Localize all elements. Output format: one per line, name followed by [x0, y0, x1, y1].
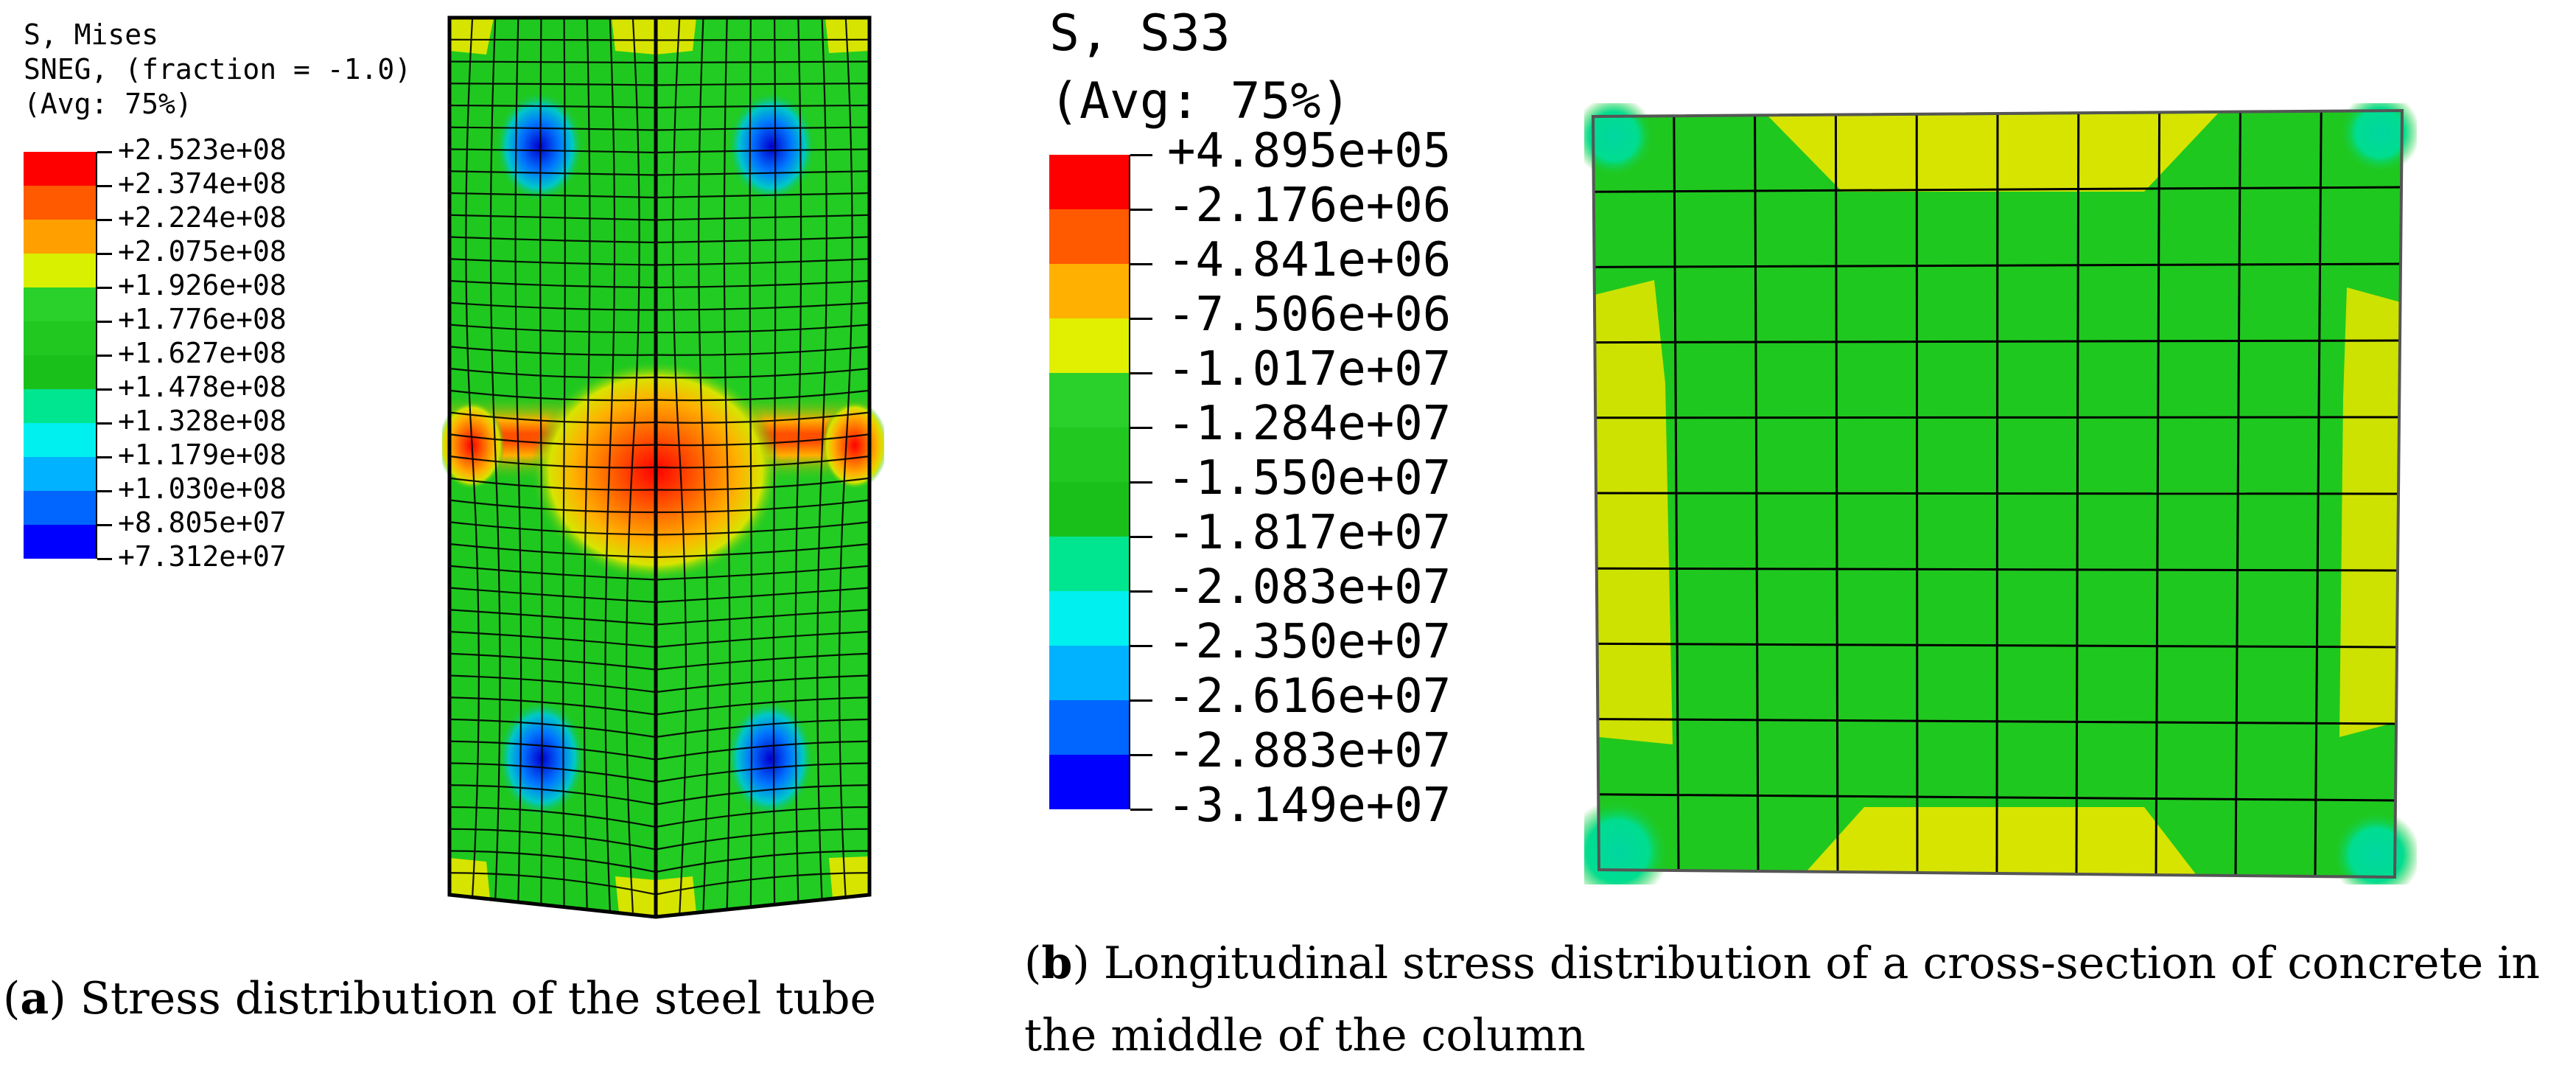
- legend-b-swatch: [1049, 427, 1130, 482]
- legend-a-label: +1.478e+08: [118, 371, 287, 403]
- legend-a-label: +2.374e+08: [118, 167, 287, 200]
- legend-a-tick: [97, 456, 112, 458]
- legend-b-tick: [1130, 318, 1152, 320]
- legend-b-title: S, S33 (Avg: 75%): [1049, 0, 1351, 136]
- legend-a-swatch: [24, 389, 97, 423]
- legend-a-tick: [97, 422, 112, 425]
- legend-a-swatch: [24, 525, 97, 559]
- legend-b-label: -1.017e+07: [1167, 342, 1452, 397]
- legend-b: +4.895e+05 -2.176e+06 -4.841e+06 -7.506e+06…: [1049, 124, 1609, 877]
- legend-a-label: +1.627e+08: [118, 337, 287, 369]
- legend-b-swatch: [1049, 646, 1130, 700]
- legend-a-label: +1.776e+08: [118, 303, 287, 335]
- legend-b-label: -1.284e+07: [1167, 397, 1452, 451]
- caption-a-letter: a: [20, 973, 49, 1025]
- legend-b-tick: [1130, 427, 1152, 429]
- legend-b-label: -3.149e+07: [1167, 778, 1452, 833]
- legend-a-swatch: [24, 355, 97, 389]
- legend-a-label: +2.075e+08: [118, 235, 287, 268]
- legend-a-swatch: [24, 287, 97, 321]
- legend-a-label: +1.926e+08: [118, 269, 287, 301]
- legend-a-swatch: [24, 457, 97, 491]
- legend-a-tick: [97, 151, 112, 153]
- legend-a-tick: [97, 185, 112, 187]
- legend-a-tick: [97, 558, 112, 560]
- legend-b-label: -2.083e+07: [1167, 560, 1452, 615]
- legend-b-swatch: [1049, 700, 1130, 755]
- legend-b-tick: [1130, 154, 1152, 156]
- legend-a-tick: [97, 355, 112, 357]
- legend-b-swatch: [1049, 373, 1130, 427]
- legend-b-tick: [1130, 372, 1152, 374]
- legend-a-title: S, Mises SNEG, (fraction = -1.0) (Avg: 7…: [24, 18, 411, 122]
- legend-b-label: -1.550e+07: [1167, 451, 1452, 506]
- legend-a-swatch: [24, 186, 97, 220]
- legend-b-swatch: [1049, 264, 1130, 318]
- legend-a-tick: [97, 524, 112, 526]
- concrete-cross-section-plot: [1584, 103, 2417, 884]
- legend-b-tick: [1130, 481, 1152, 484]
- legend-b-frame: [1049, 155, 1130, 809]
- legend-a-label: +2.523e+08: [118, 133, 287, 166]
- legend-a-swatch: [24, 254, 97, 287]
- legend-a-label: +2.224e+08: [118, 201, 287, 234]
- legend-a-swatch: [24, 220, 97, 254]
- steel-tube-contour-plot: [442, 15, 884, 919]
- legend-b-swatch: [1049, 755, 1130, 809]
- legend-b-label: -2.176e+06: [1167, 178, 1452, 233]
- legend-a-title-line-2: SNEG, (fraction = -1.0): [24, 53, 412, 85]
- legend-a-swatch: [24, 152, 97, 186]
- legend-a-frame: [24, 152, 97, 559]
- legend-b-swatch: [1049, 209, 1130, 264]
- legend-a-swatch: [24, 423, 97, 457]
- legend-a: +2.523e+08 +2.374e+08 +2.224e+08 +2.075e+08…: [24, 133, 451, 594]
- legend-b-swatch: [1049, 482, 1130, 537]
- legend-b-label: -2.883e+07: [1167, 724, 1452, 778]
- legend-b-tick: [1130, 754, 1152, 756]
- legend-a-label: +1.328e+08: [118, 405, 287, 437]
- legend-b-swatch: [1049, 537, 1130, 591]
- legend-b-tick: [1130, 536, 1152, 538]
- legend-b-tick: [1130, 209, 1152, 211]
- legend-a-label: +1.179e+08: [118, 439, 287, 471]
- legend-b-tick: [1130, 809, 1152, 811]
- caption-a-text: ) Stress distribution of the steel tube: [49, 973, 876, 1025]
- legend-b-tick: [1130, 645, 1152, 647]
- legend-b-swatch: [1049, 155, 1130, 209]
- legend-a-tick: [97, 321, 112, 323]
- legend-a-tick: [97, 388, 112, 391]
- legend-b-swatch: [1049, 318, 1130, 373]
- legend-b-label: -4.841e+06: [1167, 233, 1452, 287]
- legend-b-label: +4.895e+05: [1167, 124, 1452, 178]
- legend-b-label: -2.350e+07: [1167, 615, 1452, 669]
- legend-a-title-line-1: S, Mises: [24, 18, 159, 51]
- caption-b-letter: b: [1041, 938, 1073, 989]
- legend-a-tick: [97, 253, 112, 255]
- legend-a-label: +7.312e+07: [118, 540, 287, 573]
- legend-b-label: -7.506e+06: [1167, 287, 1452, 342]
- legend-b-label: -2.616e+07: [1167, 669, 1452, 724]
- legend-b-tick: [1130, 699, 1152, 702]
- caption-b-text: ) Longitudinal stress distribution of a …: [1072, 938, 2541, 989]
- legend-a-swatch: [24, 321, 97, 355]
- caption-b-line-1: (b) Longitudinal stress distribution of …: [1024, 938, 2541, 989]
- caption-a: (a) Stress distribution of the steel tub…: [3, 973, 876, 1025]
- legend-a-label: +1.030e+08: [118, 472, 287, 505]
- legend-a-tick: [97, 219, 112, 221]
- legend-b-title-line-1: S, S33: [1049, 4, 1231, 63]
- caption-b-line-2: the middle of the column: [1024, 1010, 1586, 1061]
- legend-b-swatch: [1049, 591, 1130, 646]
- legend-a-label: +8.805e+07: [118, 506, 287, 539]
- legend-a-tick: [97, 287, 112, 289]
- legend-a-title-line-3: (Avg: 75%): [24, 88, 192, 120]
- legend-a-tick: [97, 490, 112, 492]
- legend-b-label: -1.817e+07: [1167, 506, 1452, 560]
- legend-b-tick: [1130, 590, 1152, 593]
- legend-b-tick: [1130, 263, 1152, 265]
- legend-b-title-line-2: (Avg: 75%): [1049, 72, 1351, 130]
- legend-a-swatch: [24, 491, 97, 525]
